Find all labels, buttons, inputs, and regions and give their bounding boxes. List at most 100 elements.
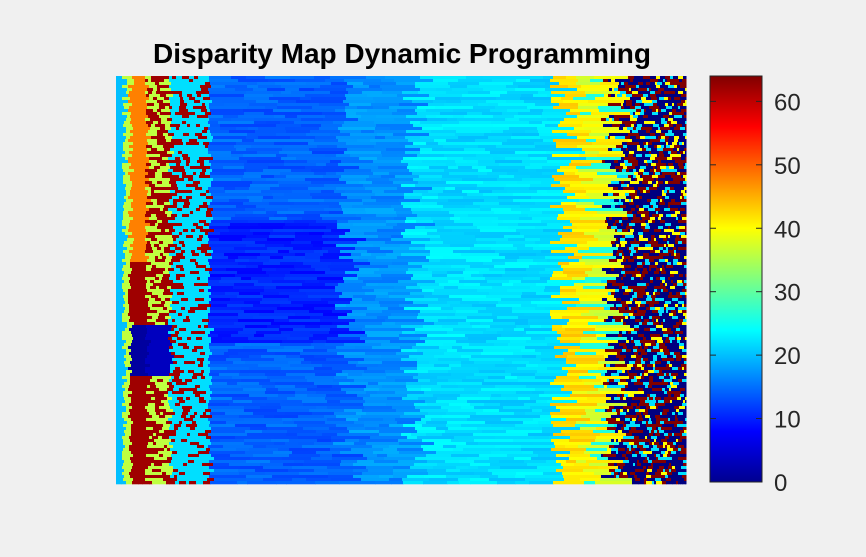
heatmap-cell [526, 268, 546, 272]
heatmap-cell [623, 292, 630, 296]
heatmap-cell [122, 346, 126, 350]
heatmap-cell [648, 85, 651, 89]
heatmap-cell [166, 154, 173, 158]
heatmap-cell [663, 325, 669, 329]
heatmap-cell [154, 280, 162, 284]
heatmap-cell [682, 130, 687, 134]
heatmap-cell [625, 163, 630, 167]
heatmap-cell [625, 85, 628, 89]
heatmap-cell [670, 235, 677, 239]
heatmap-cell [284, 112, 323, 116]
heatmap-cell [274, 214, 287, 218]
heatmap-cell [620, 205, 627, 209]
heatmap-cell [634, 118, 638, 122]
heatmap-cell [685, 127, 687, 131]
heatmap-cell [631, 331, 638, 335]
heatmap-cell [535, 349, 569, 353]
heatmap-cell [636, 244, 640, 248]
heatmap-cell [136, 106, 142, 110]
heatmap-cell [620, 124, 626, 128]
heatmap-cell [303, 262, 332, 266]
heatmap-cell [448, 82, 480, 86]
heatmap-cell [317, 145, 338, 149]
heatmap-cell [199, 340, 205, 344]
heatmap-cell [649, 97, 652, 101]
heatmap-cell [638, 97, 642, 101]
heatmap-cell [323, 253, 352, 257]
heatmap-cell [146, 205, 151, 209]
heatmap-cell [129, 145, 137, 149]
heatmap-cell [126, 91, 130, 95]
heatmap-cell [282, 148, 310, 152]
heatmap-cell [162, 157, 169, 161]
heatmap-cell [374, 145, 406, 149]
heatmap-cell [155, 322, 162, 326]
heatmap-cell [577, 88, 610, 92]
heatmap-cell [276, 124, 302, 128]
heatmap-cell [160, 88, 165, 92]
heatmap-cell [273, 109, 302, 113]
heatmap-cell [136, 304, 141, 308]
heatmap-cell [683, 274, 686, 278]
heatmap-cell [143, 325, 147, 329]
heatmap-cell [199, 142, 204, 146]
heatmap-cell [183, 346, 190, 350]
heatmap-cell [444, 352, 482, 356]
heatmap-cell [674, 256, 681, 260]
heatmap-cell [566, 112, 581, 116]
heatmap-cell [205, 103, 210, 107]
heatmap-cell [372, 190, 385, 194]
heatmap-cell [259, 313, 296, 317]
heatmap-cell [203, 118, 210, 122]
heatmap-cell [153, 202, 158, 206]
heatmap-cell [119, 355, 125, 359]
heatmap-cell [171, 214, 178, 218]
heatmap-cell [567, 307, 605, 311]
heatmap-cell [209, 103, 225, 107]
heatmap-cell [147, 151, 151, 155]
heatmap-cell [294, 121, 334, 125]
heatmap-cell [377, 133, 394, 137]
heatmap-cell [184, 202, 191, 206]
heatmap-cell [433, 79, 459, 83]
heatmap-cell [683, 331, 687, 335]
heatmap-cell [650, 328, 657, 332]
heatmap-cell [153, 154, 161, 158]
heatmap-cell [145, 214, 152, 218]
heatmap-cell [320, 214, 357, 218]
heatmap-cell [188, 232, 196, 236]
heatmap-cell [480, 208, 492, 212]
heatmap-cell [145, 82, 153, 86]
heatmap-cell [400, 244, 426, 248]
heatmap-cell [116, 316, 123, 320]
heatmap-cell [647, 88, 650, 92]
heatmap-cell [204, 244, 210, 248]
heatmap-cell [423, 325, 443, 329]
heatmap-cell [152, 181, 158, 185]
heatmap-cell [288, 208, 325, 212]
heatmap-cell [174, 178, 179, 182]
heatmap-cell [208, 127, 221, 131]
heatmap-cell [611, 181, 618, 185]
heatmap-cell [675, 262, 678, 266]
heatmap-cell [174, 289, 181, 293]
heatmap-cell [617, 118, 620, 122]
heatmap-cell [148, 142, 152, 146]
heatmap-cell [181, 112, 188, 116]
heatmap-cell [122, 85, 129, 89]
heatmap-cell [622, 169, 627, 173]
heatmap-cell [671, 307, 676, 311]
heatmap-cell [438, 298, 463, 302]
heatmap-cell [670, 94, 675, 98]
heatmap-cell [671, 199, 676, 203]
heatmap-cell [639, 79, 645, 83]
heatmap-cell [642, 283, 647, 287]
heatmap-cell [142, 100, 147, 104]
heatmap-cell [642, 292, 647, 296]
heatmap-cell [258, 280, 273, 284]
heatmap-cell [166, 160, 172, 164]
heatmap-cell [201, 217, 207, 221]
heatmap-cell [609, 259, 616, 263]
heatmap-cell [189, 316, 195, 320]
heatmap-cell [126, 340, 133, 344]
